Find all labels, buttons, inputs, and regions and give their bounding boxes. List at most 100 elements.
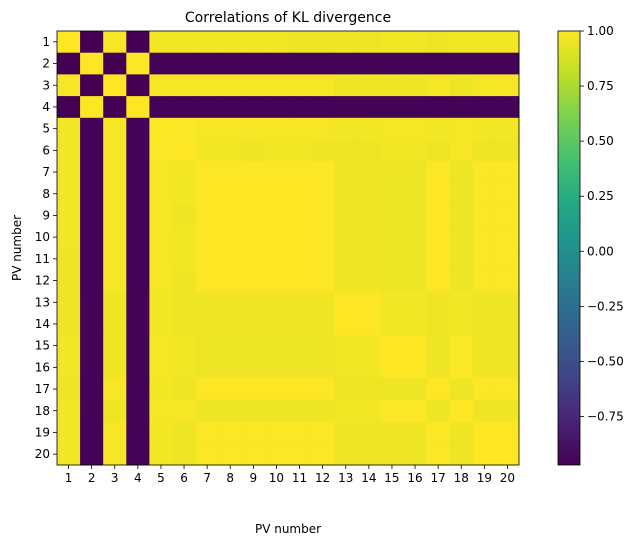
heatmap-cell xyxy=(426,399,451,422)
heatmap-cell xyxy=(334,378,358,401)
heatmap-cell xyxy=(218,313,243,336)
heatmap-cell xyxy=(288,313,312,336)
heatmap-cell xyxy=(495,421,520,444)
heatmap-cell xyxy=(311,204,335,227)
heatmap-cell xyxy=(264,74,289,97)
heatmap-cell xyxy=(149,378,173,401)
heatmap-cell xyxy=(311,378,335,401)
heatmap-cell xyxy=(126,248,150,271)
colorbar-tick-label: 0.50 xyxy=(587,134,614,148)
heatmap-cell xyxy=(288,161,312,184)
colorbar-tick-label: 0.00 xyxy=(587,244,614,258)
heatmap-cell xyxy=(495,52,520,75)
heatmap-cell xyxy=(288,52,312,75)
heatmap-cell xyxy=(218,52,243,75)
heatmap-cell xyxy=(288,117,312,140)
heatmap-cell xyxy=(403,161,427,184)
x-tick-label: 17 xyxy=(431,471,446,485)
heatmap-cell xyxy=(403,31,427,54)
heatmap-cell xyxy=(241,443,266,466)
heatmap-cell xyxy=(288,356,312,379)
heatmap-cell xyxy=(57,334,81,357)
heatmap-cell xyxy=(241,161,266,184)
heatmap-cell xyxy=(172,96,196,119)
heatmap-cell xyxy=(495,74,520,97)
heatmap-cell xyxy=(80,334,104,357)
heatmap-cell xyxy=(103,161,127,184)
heatmap-cell xyxy=(357,117,381,140)
heatmap-cell xyxy=(288,334,312,357)
heatmap-cell xyxy=(57,443,81,466)
heatmap-cell xyxy=(334,52,358,75)
heatmap-cell xyxy=(218,291,243,314)
heatmap-cell xyxy=(357,139,381,162)
heatmap-cell xyxy=(57,139,81,162)
heatmap-cell xyxy=(334,291,358,314)
heatmap-cell xyxy=(264,421,289,444)
heatmap-cell xyxy=(403,74,427,97)
heatmap-cell xyxy=(80,313,104,336)
heatmap-cell xyxy=(426,96,451,119)
heatmap-cell xyxy=(449,74,474,97)
y-tick-label: 18 xyxy=(35,404,50,418)
heatmap-cell xyxy=(195,334,220,357)
heatmap-cell xyxy=(495,139,520,162)
heatmap-cell xyxy=(334,204,358,227)
heatmap-cells xyxy=(57,31,520,466)
heatmap-cell xyxy=(334,421,358,444)
heatmap-cell xyxy=(403,269,427,292)
heatmap-cell xyxy=(195,117,220,140)
heatmap-cell xyxy=(126,161,150,184)
colorbar-tick-label: −0.75 xyxy=(587,410,624,424)
heatmap-cell xyxy=(218,356,243,379)
heatmap-cell xyxy=(195,74,220,97)
heatmap-cell xyxy=(288,291,312,314)
heatmap-cell xyxy=(449,334,474,357)
heatmap-cell xyxy=(426,313,451,336)
heatmap-cell xyxy=(380,313,404,336)
heatmap-cell xyxy=(311,117,335,140)
heatmap-cell xyxy=(449,226,474,249)
heatmap-cell xyxy=(288,399,312,422)
heatmap-cell xyxy=(80,161,104,184)
heatmap-cell xyxy=(403,291,427,314)
heatmap-cell xyxy=(149,117,173,140)
heatmap-cell xyxy=(403,226,427,249)
heatmap-cell xyxy=(126,356,150,379)
heatmap-cell xyxy=(172,226,196,249)
heatmap-cell xyxy=(80,269,104,292)
heatmap-cell xyxy=(172,117,196,140)
heatmap-cell xyxy=(195,182,220,205)
heatmap-cell xyxy=(195,248,220,271)
heatmap-cell xyxy=(311,399,335,422)
heatmap-cell xyxy=(264,399,289,422)
heatmap-cell xyxy=(288,31,312,54)
heatmap-cell xyxy=(149,161,173,184)
heatmap-cell xyxy=(426,74,451,97)
heatmap-cell xyxy=(241,378,266,401)
heatmap-cell xyxy=(172,291,196,314)
colorbar-tick-label: −0.25 xyxy=(587,299,624,313)
heatmap-cell xyxy=(472,74,497,97)
heatmap-cell xyxy=(403,443,427,466)
heatmap-cell xyxy=(149,226,173,249)
heatmap-cell xyxy=(288,248,312,271)
heatmap-cell xyxy=(426,182,451,205)
y-tick-label: 4 xyxy=(42,100,50,114)
heatmap-cell xyxy=(103,248,127,271)
x-tick-label: 7 xyxy=(203,471,211,485)
heatmap-cell xyxy=(380,334,404,357)
heatmap-cell xyxy=(264,313,289,336)
heatmap-cell xyxy=(472,139,497,162)
heatmap-cell xyxy=(218,182,243,205)
heatmap-cell xyxy=(449,52,474,75)
heatmap-cell xyxy=(172,356,196,379)
heatmap-cell xyxy=(80,74,104,97)
heatmap-cell xyxy=(241,117,266,140)
heatmap-cell xyxy=(57,31,81,54)
heatmap-cell xyxy=(241,248,266,271)
heatmap-cell xyxy=(380,139,404,162)
heatmap-cell xyxy=(449,378,474,401)
heatmap-cell xyxy=(149,204,173,227)
y-tick-label: 11 xyxy=(35,252,50,266)
